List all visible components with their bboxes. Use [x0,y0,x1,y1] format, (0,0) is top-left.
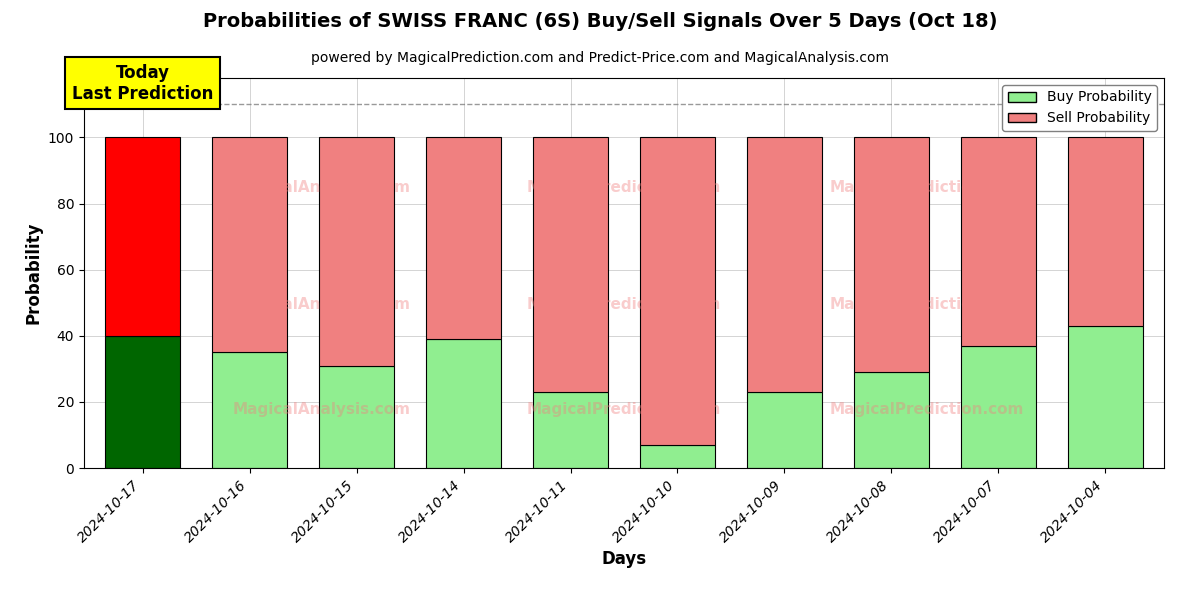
Bar [319,365,394,468]
Bar [106,137,180,336]
Bar [212,137,287,352]
Bar [426,339,502,468]
Bar [533,137,608,392]
Bar [961,137,1036,346]
Bar [212,352,287,468]
X-axis label: Days: Days [601,550,647,568]
Text: MagicalAnalysis.com: MagicalAnalysis.com [233,297,410,312]
Text: MagicalAnalysis.com: MagicalAnalysis.com [233,402,410,417]
Bar [106,336,180,468]
Bar [854,137,929,372]
Text: Probabilities of SWISS FRANC (6S) Buy/Sell Signals Over 5 Days (Oct 18): Probabilities of SWISS FRANC (6S) Buy/Se… [203,12,997,31]
Text: Today
Last Prediction: Today Last Prediction [72,64,214,103]
Text: MagicalPrediction.com: MagicalPrediction.com [829,297,1024,312]
Bar [746,137,822,392]
Y-axis label: Probability: Probability [24,222,42,324]
Bar [640,137,715,445]
Legend: Buy Probability, Sell Probability: Buy Probability, Sell Probability [1002,85,1157,131]
Bar [533,392,608,468]
Bar [426,137,502,339]
Bar [319,137,394,365]
Text: powered by MagicalPrediction.com and Predict-Price.com and MagicalAnalysis.com: powered by MagicalPrediction.com and Pre… [311,51,889,65]
Bar [746,392,822,468]
Bar [854,372,929,468]
Text: MagicalAnalysis.com: MagicalAnalysis.com [233,180,410,194]
Bar [1068,137,1142,326]
Bar [961,346,1036,468]
Text: MagicalPrediction.com: MagicalPrediction.com [829,180,1024,194]
Text: MagicalPrediction.com: MagicalPrediction.com [527,297,721,312]
Bar [1068,326,1142,468]
Text: MagicalPrediction.com: MagicalPrediction.com [829,402,1024,417]
Bar [640,445,715,468]
Text: MagicalPrediction.com: MagicalPrediction.com [527,180,721,194]
Text: MagicalPrediction.com: MagicalPrediction.com [527,402,721,417]
